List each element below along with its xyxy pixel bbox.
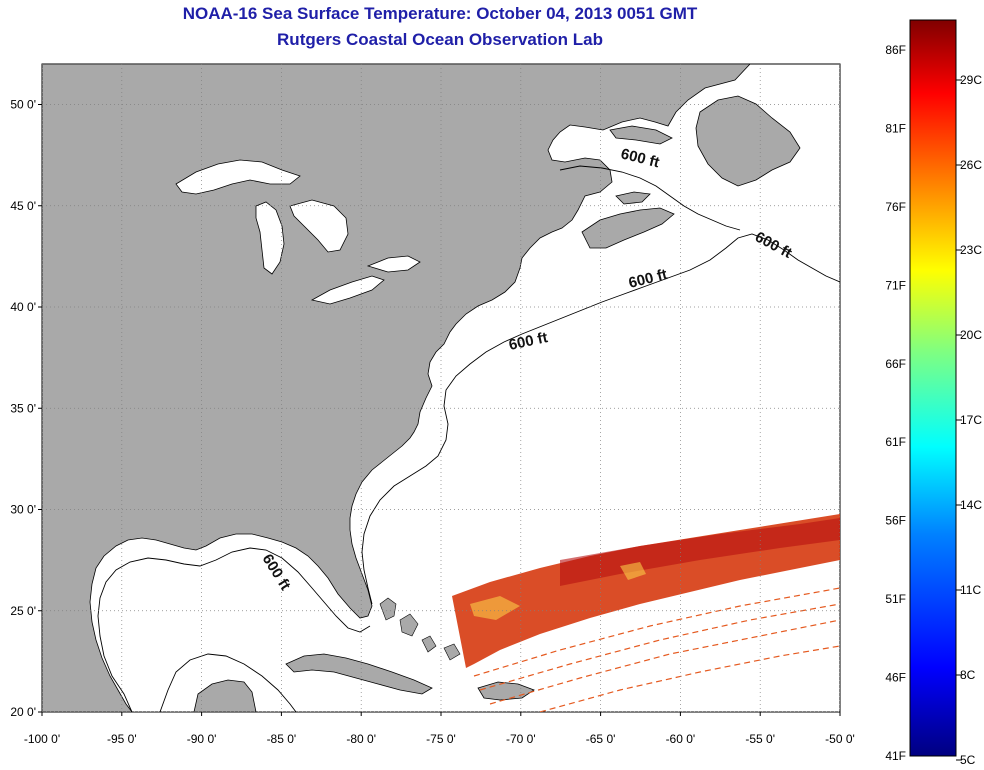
isobath-gulf <box>97 547 371 712</box>
isobath-gulf-south <box>159 653 297 712</box>
lon-tick-label: -65 0' <box>586 732 616 746</box>
colorbar-f-label: 46F <box>885 671 906 685</box>
lat-tick-label: 30 0' <box>10 503 36 517</box>
sst-swath-streaks <box>473 587 840 712</box>
colorbar-f-label: 66F <box>885 357 906 371</box>
lake-michigan <box>255 201 285 275</box>
colorbar <box>909 19 957 757</box>
colorbar-c-label: 8C <box>960 668 976 682</box>
isobath-st-lawrence <box>559 165 741 231</box>
colorbar-f-label: 86F <box>885 43 906 57</box>
lat-tick-label: 40 0' <box>10 300 36 314</box>
lon-tick-label: -50 0' <box>825 732 855 746</box>
land-anticosti <box>609 125 673 145</box>
lon-tick-label: -80 0' <box>346 732 376 746</box>
colorbar-c-label: 5C <box>960 753 976 767</box>
lat-tick-label: 35 0' <box>10 401 36 415</box>
lat-tick-label: 25 0' <box>10 604 36 618</box>
land-pei <box>615 191 651 205</box>
lon-tick-label: -75 0' <box>426 732 456 746</box>
colorbar-c-label: 17C <box>960 413 982 427</box>
lake-ontario <box>366 255 421 273</box>
lat-tick-label: 20 0' <box>10 705 36 719</box>
lon-tick-label: -95 0' <box>107 732 137 746</box>
map-subtitle: Rutgers Coastal Ocean Observation Lab <box>277 30 603 49</box>
colorbar-c-label: 29C <box>960 73 982 87</box>
colorbar-f-label: 51F <box>885 592 906 606</box>
colorbar-f-label: 61F <box>885 435 906 449</box>
colorbar-f-label: 41F <box>885 749 906 763</box>
lon-tick-label: -85 0' <box>267 732 297 746</box>
colorbar-c-label: 20C <box>960 328 982 342</box>
lon-tick-label: -70 0' <box>506 732 536 746</box>
land-yucatan <box>193 679 257 712</box>
lon-tick-label: -100 0' <box>24 732 60 746</box>
colorbar-f-label: 76F <box>885 200 906 214</box>
lake-erie <box>310 275 385 305</box>
land-nova-scotia <box>581 207 675 249</box>
lake-huron <box>289 199 349 253</box>
colorbar-c-label: 14C <box>960 498 982 512</box>
colorbar-c-label: 23C <box>960 243 982 257</box>
colorbar-c-label: 11C <box>960 583 981 597</box>
lat-tick-label: 45 0' <box>10 199 36 213</box>
map-title: NOAA-16 Sea Surface Temperature: October… <box>182 4 698 23</box>
colorbar-f-label: 56F <box>885 514 906 528</box>
lon-tick-label: -60 0' <box>666 732 696 746</box>
colorbar-c-label: 26C <box>960 158 982 172</box>
isobath-atlantic <box>361 233 840 605</box>
land-north-america <box>42 64 751 712</box>
lon-tick-label: -90 0' <box>187 732 217 746</box>
lon-tick-label: -55 0' <box>745 732 775 746</box>
land-cuba <box>285 653 433 695</box>
colorbar-f-label: 81F <box>885 121 906 135</box>
lat-tick-label: 50 0' <box>10 98 36 112</box>
land-newfoundland <box>695 95 801 187</box>
sst-swath-cool <box>470 562 646 620</box>
land-bahamas <box>379 597 461 661</box>
lake-superior <box>175 159 301 195</box>
colorbar-f-label: 71F <box>885 278 906 292</box>
